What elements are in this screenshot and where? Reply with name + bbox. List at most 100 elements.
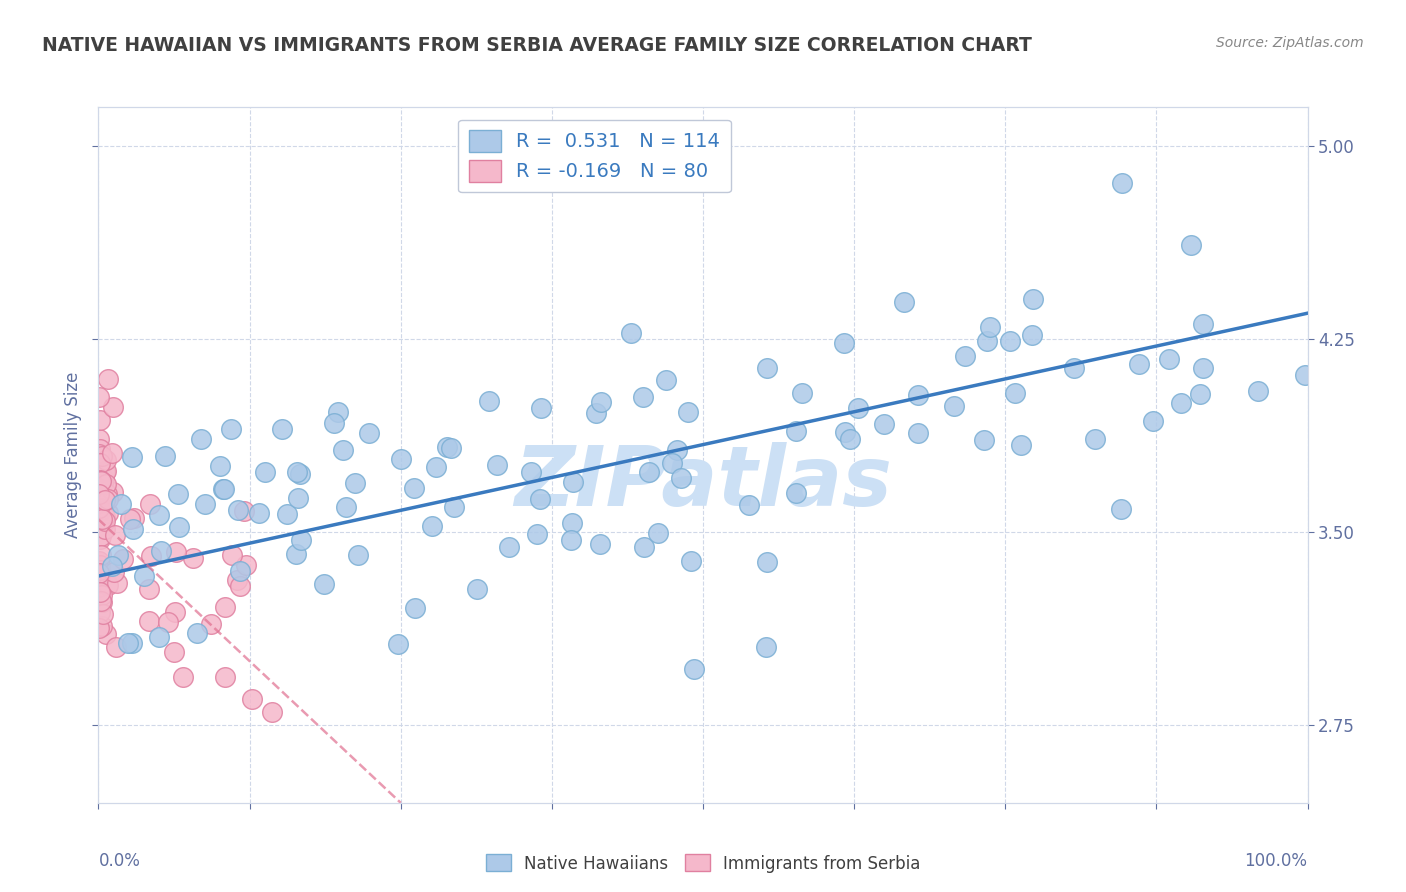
Point: [165, 545, 187, 559]
Point: [226, 573, 249, 587]
Point: [620, 326, 643, 341]
Point: [436, 440, 458, 454]
Point: [1157, 351, 1180, 366]
Point: [976, 334, 998, 348]
Point: [666, 443, 689, 458]
Point: [907, 426, 929, 441]
Point: [585, 406, 607, 420]
Point: [89, 456, 111, 470]
Point: [290, 533, 312, 548]
Point: [226, 503, 249, 517]
Point: [148, 508, 170, 522]
Point: [323, 417, 346, 431]
Point: [94, 477, 117, 491]
Point: [1180, 238, 1202, 252]
Point: [94, 510, 117, 524]
Point: [90, 566, 112, 581]
Point: [676, 405, 699, 419]
Point: [785, 485, 807, 500]
Point: [973, 433, 995, 447]
Point: [91, 449, 114, 463]
Point: [332, 442, 354, 457]
Point: [907, 388, 929, 402]
Point: [240, 692, 263, 706]
Point: [214, 599, 236, 614]
Point: [186, 626, 208, 640]
Point: [589, 537, 612, 551]
Point: [756, 555, 779, 569]
Point: [132, 568, 155, 582]
Point: [631, 390, 654, 404]
Point: [93, 490, 115, 504]
Point: [288, 467, 311, 481]
Legend: Native Hawaiians, Immigrants from Serbia: Native Hawaiians, Immigrants from Serbia: [479, 847, 927, 880]
Point: [1170, 396, 1192, 410]
Point: [1191, 361, 1213, 376]
Point: [89, 504, 111, 518]
Point: [1021, 327, 1043, 342]
Point: [89, 558, 111, 572]
Point: [101, 485, 124, 500]
Point: [105, 640, 128, 655]
Point: [90, 593, 112, 607]
Point: [389, 451, 412, 466]
Point: [633, 541, 655, 555]
Point: [529, 491, 551, 506]
Point: [232, 504, 254, 518]
Point: [1109, 502, 1132, 516]
Point: [208, 458, 231, 473]
Point: [138, 614, 160, 628]
Point: [229, 579, 252, 593]
Point: [153, 449, 176, 463]
Point: [221, 548, 243, 562]
Point: [357, 426, 380, 441]
Point: [1128, 357, 1150, 371]
Point: [1294, 368, 1316, 383]
Point: [87, 455, 110, 469]
Point: [1247, 384, 1270, 398]
Point: [93, 515, 115, 529]
Point: [669, 471, 692, 485]
Point: [117, 636, 139, 650]
Point: [638, 465, 661, 479]
Point: [90, 588, 112, 602]
Point: [89, 473, 111, 487]
Point: [97, 372, 120, 386]
Point: [785, 424, 807, 438]
Point: [832, 335, 855, 350]
Point: [754, 640, 776, 654]
Point: [148, 630, 170, 644]
Y-axis label: Average Family Size: Average Family Size: [63, 372, 82, 538]
Point: [166, 487, 188, 501]
Point: [89, 442, 111, 457]
Text: NATIVE HAWAIIAN VS IMMIGRANTS FROM SERBIA AVERAGE FAMILY SIZE CORRELATION CHART: NATIVE HAWAIIAN VS IMMIGRANTS FROM SERBI…: [42, 36, 1032, 54]
Point: [1142, 414, 1164, 428]
Point: [93, 492, 115, 507]
Point: [87, 554, 110, 568]
Point: [998, 334, 1021, 348]
Point: [271, 422, 294, 436]
Point: [89, 413, 111, 427]
Point: [90, 548, 112, 562]
Point: [190, 432, 212, 446]
Point: [91, 475, 114, 490]
Point: [87, 471, 110, 485]
Point: [93, 472, 115, 486]
Point: [97, 578, 120, 592]
Point: [94, 464, 117, 478]
Point: [498, 540, 520, 554]
Point: [404, 481, 426, 495]
Point: [156, 615, 179, 629]
Point: [103, 528, 125, 542]
Text: ZIPatlas: ZIPatlas: [515, 442, 891, 524]
Point: [167, 520, 190, 534]
Point: [163, 644, 186, 658]
Point: [1084, 432, 1107, 446]
Point: [560, 533, 582, 548]
Point: [661, 456, 683, 470]
Point: [103, 400, 125, 414]
Point: [121, 450, 143, 465]
Point: [89, 584, 111, 599]
Point: [89, 566, 111, 580]
Point: [1004, 386, 1026, 401]
